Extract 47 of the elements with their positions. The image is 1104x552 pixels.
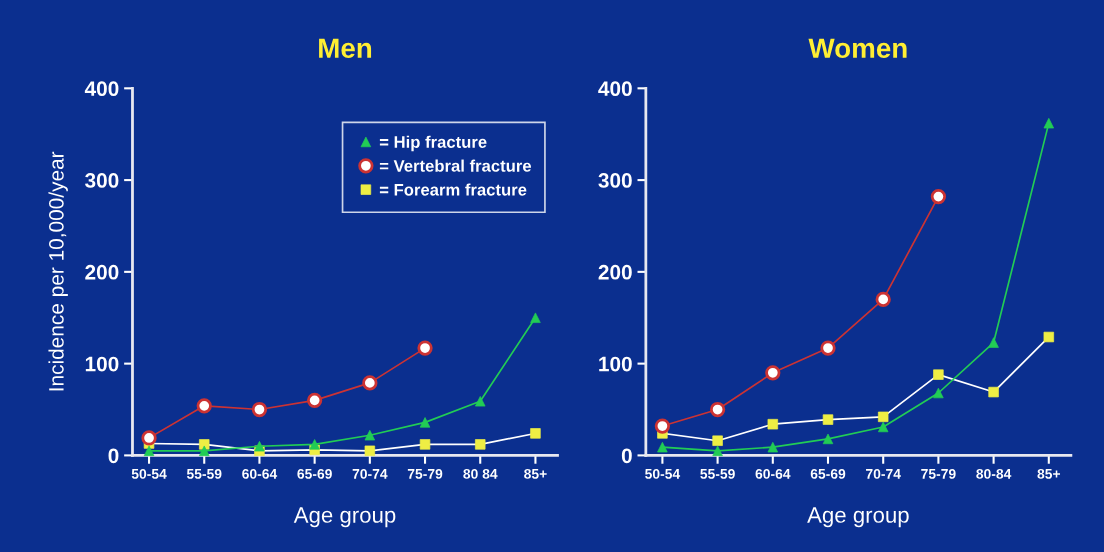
y-tick-label: 0	[108, 448, 119, 464]
point	[1043, 331, 1055, 343]
point	[930, 188, 947, 205]
point	[362, 375, 378, 391]
x-tick-label: 75-79	[407, 468, 443, 479]
chart-title: Men	[319, 38, 372, 59]
x-tick-label: 55-59	[186, 468, 222, 479]
point	[417, 340, 433, 356]
x-tick-label: 85+	[524, 468, 547, 479]
x-tick-label: 65-69	[810, 468, 846, 479]
legend-label: = Forearm fracture	[379, 183, 527, 196]
x-tick-label: 65-69	[297, 468, 332, 479]
x-tick-label: 80-84	[976, 468, 1012, 479]
x-tick-label: 50-54	[645, 468, 681, 479]
point	[654, 418, 671, 434]
x-tick-label: 70-74	[866, 468, 901, 479]
point	[765, 365, 781, 381]
point	[196, 398, 212, 414]
point	[709, 401, 726, 418]
y-tick-label: 100	[599, 356, 632, 372]
y-axis-title: Incidence per 10,000/year	[48, 151, 68, 391]
y-tick-label: 300	[85, 173, 119, 188]
point	[251, 401, 268, 418]
x-tick-label: 55-59	[700, 468, 735, 479]
point	[875, 291, 891, 308]
chart-title: Women	[808, 38, 907, 59]
x-axis-title: Age group	[807, 507, 909, 528]
y-tick-label: 100	[85, 356, 119, 372]
y-tick-label: 400	[84, 81, 119, 97]
point	[820, 340, 836, 356]
y-tick-label: 200	[85, 264, 119, 280]
legend-label: = Vertebral fracture	[379, 159, 532, 172]
y-tick-label: 400	[598, 81, 632, 97]
y-tick-label: 0	[621, 448, 632, 464]
x-tick-label: 70-74	[352, 468, 388, 479]
x-axis-title: Age group	[293, 507, 396, 528]
x-tick-label: 60-64	[755, 468, 791, 479]
point	[307, 392, 323, 408]
x-tick-label: 75-79	[921, 468, 956, 479]
y-tick-label: 200	[598, 264, 632, 280]
x-tick-label: 80 84	[463, 468, 498, 479]
point	[141, 430, 157, 446]
legend-label: = Hip fracture	[379, 135, 487, 152]
x-tick-label: 60-64	[242, 468, 278, 479]
x-tick-label: 85+	[1037, 468, 1061, 479]
x-tick-label: 50-54	[131, 468, 167, 479]
y-tick-label: 300	[598, 173, 632, 188]
